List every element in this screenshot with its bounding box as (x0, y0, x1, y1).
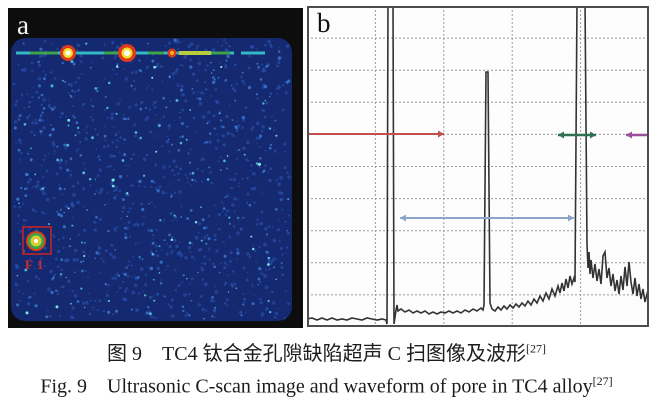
caption-english-text: Fig. 9 Ultrasonic C-scan image and wavef… (40, 375, 593, 398)
caption-english: Fig. 9 Ultrasonic C-scan image and wavef… (0, 374, 653, 399)
panel-a-label: a (17, 10, 29, 40)
c-scan-image (11, 38, 292, 321)
a-scan-waveform (307, 6, 649, 327)
c-scan-panel: a F1 (8, 8, 303, 328)
caption-chinese: 图 9 TC4 钛合金孔隙缺陷超声 C 扫图像及波形[27] (0, 337, 653, 366)
defect-label-f1: F1 (25, 257, 48, 272)
a-scan-panel: b (307, 6, 649, 327)
caption-english-ref: [27] (592, 374, 613, 388)
caption-chinese-text: 图 9 TC4 钛合金孔隙缺陷超声 C 扫图像及波形 (107, 343, 526, 365)
caption-chinese-ref: [27] (525, 341, 546, 356)
panel-b-label: b (317, 8, 331, 38)
